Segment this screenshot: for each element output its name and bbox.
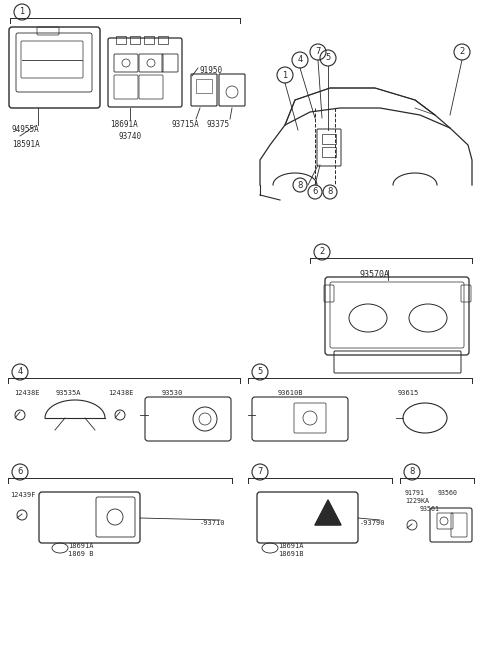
Text: 91950: 91950 — [200, 66, 223, 75]
Bar — [322, 134, 336, 144]
Polygon shape — [315, 500, 341, 525]
Text: 6: 6 — [312, 187, 318, 196]
Text: 4: 4 — [298, 55, 302, 64]
Text: 93615: 93615 — [398, 390, 419, 396]
Text: 7: 7 — [257, 468, 263, 476]
Text: 93570A: 93570A — [360, 270, 390, 279]
Text: -93790: -93790 — [360, 520, 385, 526]
Text: 93715A: 93715A — [171, 120, 199, 129]
Text: 6: 6 — [17, 468, 23, 476]
Text: 94955A: 94955A — [12, 125, 40, 134]
Text: 93740: 93740 — [119, 132, 142, 141]
Text: 1229KA: 1229KA — [405, 498, 429, 504]
Text: 18691A: 18691A — [68, 543, 94, 549]
Text: 1: 1 — [19, 7, 24, 16]
Text: 93530: 93530 — [162, 390, 183, 396]
Bar — [130, 36, 140, 44]
Text: 18691B: 18691B — [278, 551, 303, 557]
Text: 1: 1 — [282, 70, 288, 79]
Text: 5: 5 — [325, 53, 331, 62]
Text: 91791: 91791 — [405, 490, 425, 496]
Bar — [322, 147, 336, 157]
Text: 2: 2 — [319, 248, 324, 256]
Bar — [144, 36, 154, 44]
Text: 12438E: 12438E — [14, 390, 39, 396]
Text: 12438E: 12438E — [108, 390, 133, 396]
Text: -93710: -93710 — [200, 520, 225, 526]
Text: 93610B: 93610B — [278, 390, 303, 396]
Text: 18691A: 18691A — [278, 543, 303, 549]
Text: 12439F: 12439F — [10, 492, 36, 498]
Text: 18691A: 18691A — [110, 120, 138, 129]
Text: 4: 4 — [17, 367, 23, 376]
Text: 18591A: 18591A — [12, 140, 40, 149]
Text: 93375: 93375 — [206, 120, 229, 129]
Text: 8: 8 — [409, 468, 415, 476]
Text: 7: 7 — [315, 47, 321, 57]
Bar — [196, 79, 212, 93]
Text: 93535A: 93535A — [56, 390, 82, 396]
Text: 93561: 93561 — [420, 506, 440, 512]
Text: 1869 B: 1869 B — [68, 551, 94, 557]
Bar — [116, 36, 126, 44]
Text: 8: 8 — [327, 187, 333, 196]
Text: 8: 8 — [297, 181, 303, 189]
Text: 93560: 93560 — [438, 490, 458, 496]
Bar — [158, 36, 168, 44]
Text: 2: 2 — [459, 47, 465, 57]
Text: 5: 5 — [257, 367, 263, 376]
